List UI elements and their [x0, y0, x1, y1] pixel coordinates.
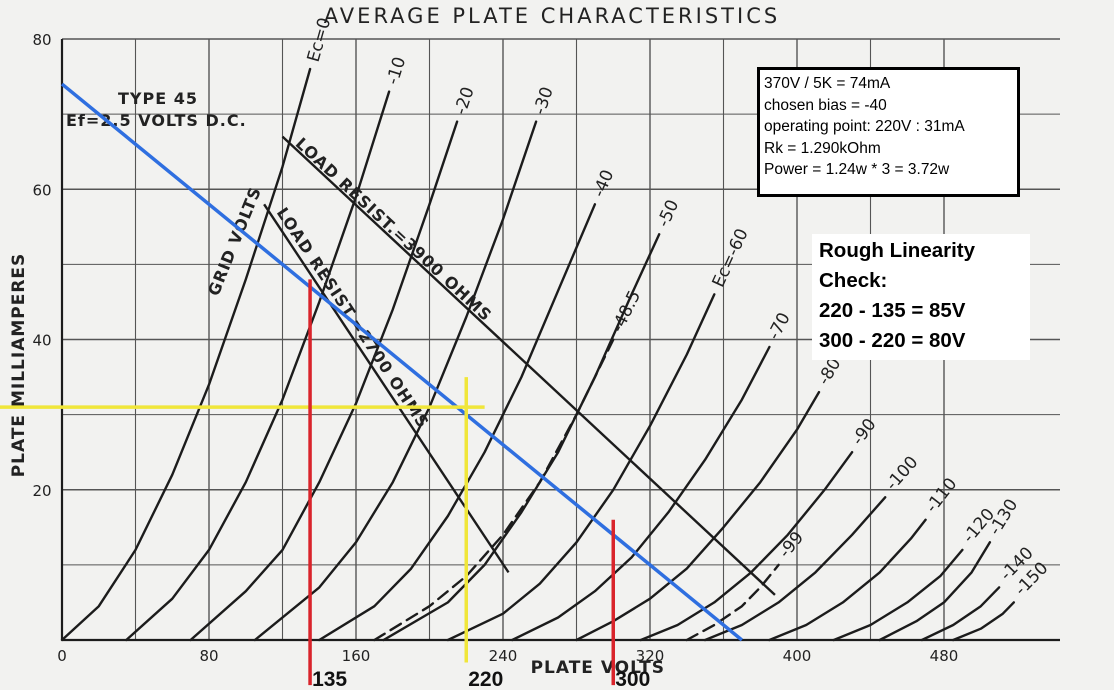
grid-curve-label: -30	[530, 84, 558, 117]
y-axis-label: PLATE MILLIAMPERES	[9, 253, 29, 478]
load-line-5k	[60, 82, 743, 642]
y-tick-label: 20	[32, 482, 51, 500]
y-tick-label: 80	[32, 31, 51, 49]
analysis-overlay	[0, 82, 743, 686]
grid-curve-label: -50	[654, 197, 684, 231]
linearity-line: 220 - 135 = 85V	[819, 299, 966, 322]
grid-curve	[382, 233, 661, 642]
grid-curve	[832, 548, 964, 642]
grid-curve-label: -10	[383, 55, 410, 88]
tube-type-label: TYPE 45	[118, 89, 198, 108]
x-axis-label: PLATE VOLTS	[531, 658, 665, 678]
grid-curve-label: -40	[589, 167, 618, 200]
grid-curve-label: -90	[848, 415, 881, 449]
grid-curve	[511, 345, 771, 642]
grid-curve-label: -100	[882, 452, 923, 494]
grid-curve	[768, 518, 927, 642]
linearity-check-box: Rough Linearity Check: 220 - 135 = 85V 3…	[812, 234, 1030, 360]
voltage-marker-label: 300	[615, 668, 650, 690]
chart-annotations: TYPE 45 Ef=2.5 VOLTS D.C. GRID VOLTS	[66, 89, 265, 298]
voltage-markers: 135 220 300	[312, 668, 650, 690]
y-tick-label: 40	[32, 332, 51, 350]
grid-curve	[318, 203, 597, 642]
voltage-marker-label: 220	[468, 668, 503, 690]
grid-curve-label: Ec=0	[304, 15, 336, 64]
chart-title: AVERAGE PLATE CHARACTERISTICS	[324, 4, 780, 28]
linearity-line: Check:	[819, 269, 888, 292]
grid-curve	[639, 451, 854, 642]
calc-line: chosen bias = -40	[764, 96, 887, 114]
x-tick-label: 0	[57, 647, 67, 665]
voltage-marker-label: 135	[312, 668, 347, 690]
calc-line: operating point: 220V : 31mA	[764, 118, 965, 135]
grid-curve	[446, 293, 716, 642]
x-tick-label: 160	[342, 647, 371, 665]
grid-curve-label: -110	[922, 474, 962, 517]
grid-curve	[952, 601, 1015, 642]
filament-label: Ef=2.5 VOLTS D.C.	[66, 111, 247, 130]
grid-curve-label: Ec=-60	[709, 226, 753, 291]
x-tick-label: 80	[199, 647, 218, 665]
grid-curve	[685, 563, 780, 642]
grid-curve	[703, 496, 887, 642]
grid-curve	[920, 586, 1001, 642]
grid-curve	[189, 120, 459, 642]
linearity-line: Rough Linearity	[819, 239, 976, 262]
calc-line: Rk = 1.290kOhm	[764, 139, 881, 157]
grid-curve-label: -48.5	[608, 287, 645, 335]
grid-curve-label: -99	[775, 528, 808, 562]
grid-curve-label: -70	[764, 309, 795, 343]
grid-curve	[878, 541, 992, 642]
x-tick-label: 240	[489, 647, 518, 665]
load-line	[281, 135, 776, 596]
grid-curve-label: -20	[451, 85, 479, 118]
calc-line: Power = 1.24w * 3 = 3.72w	[764, 161, 950, 178]
y-tick-label: 60	[32, 181, 51, 199]
grid-curve	[125, 90, 391, 642]
grid-curve	[575, 390, 821, 642]
x-tick-label: 400	[783, 647, 812, 665]
grid-curve	[253, 120, 538, 642]
chart-axes: 0 80 160 240 320 400 480 80 60 40 20 PLATE VOLTS PLA…	[9, 31, 1060, 678]
calc-line: 370V / 5K = 74mA	[764, 75, 891, 92]
grid-curve	[60, 67, 312, 642]
x-tick-label: 480	[930, 647, 959, 665]
calculation-box: 370V / 5K = 74mA chosen bias = -40 opera…	[757, 67, 1020, 197]
x-tick-label: 320	[636, 647, 665, 665]
linearity-line: 300 - 220 = 80V	[819, 329, 966, 352]
